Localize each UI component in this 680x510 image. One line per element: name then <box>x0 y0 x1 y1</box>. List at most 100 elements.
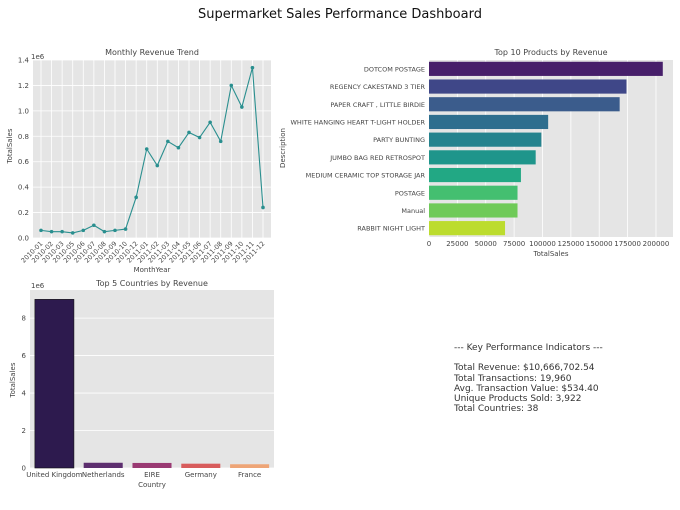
monthly-ytick-label: 0.0 <box>18 235 29 243</box>
product-bar <box>429 150 536 165</box>
monthly-xtick-label: 2011-07 <box>189 240 214 265</box>
countries-xlabel: Country <box>138 481 166 489</box>
monthly-data-point <box>261 205 265 210</box>
monthly-xtick-label: 2011-06 <box>178 240 203 265</box>
country-label: United Kingdom <box>26 471 82 479</box>
products-xtick-label: 175000 <box>614 240 641 248</box>
dashboard-title: Supermarket Sales Performance Dashboard <box>198 7 482 22</box>
monthly-ytick-label: 0.8 <box>18 133 29 141</box>
product-bar <box>429 221 506 236</box>
monthly-ytick-label: 0.6 <box>18 158 30 166</box>
country-bar <box>83 462 123 468</box>
monthly-data-point <box>39 228 43 233</box>
products-xlabel: TotalSales <box>533 250 569 258</box>
country-label: Germany <box>185 471 217 479</box>
countries-plot-area <box>30 290 274 468</box>
country-bar <box>34 299 75 469</box>
monthly-data-point <box>197 135 202 140</box>
products-plot-area <box>429 60 673 237</box>
monthly-xtick-label: 2011-10 <box>220 240 245 265</box>
countries-ytick-label: 8 <box>22 315 26 323</box>
product-label: RABBIT NIGHT LIGHT <box>357 225 425 233</box>
monthly-xtick-label: 2011-09 <box>210 240 235 265</box>
product-label: MEDIUM CERAMIC TOP STORAGE JAR <box>306 172 426 180</box>
monthly-data-point <box>155 163 160 168</box>
kpi-avg-transaction-value: Avg. Transaction Value: $534.40 <box>454 383 599 394</box>
product-label: PARTY BUNTING <box>373 136 425 144</box>
monthly-xtick-label: 2011-11 <box>231 240 256 265</box>
monthly-xtick-label: 2011-12 <box>242 240 267 265</box>
monthly-data-point <box>166 139 170 144</box>
monthly-xtick-label: 2010-07 <box>72 240 97 265</box>
monthly-data-point <box>92 223 96 228</box>
countries-offset-label: 1e6 <box>31 282 45 290</box>
monthly-xtick-label: 2010-05 <box>51 240 76 265</box>
products-xtick-label: 75000 <box>503 240 525 248</box>
monthly-data-point <box>70 231 75 235</box>
product-label: WHITE HANGING HEART T-LIGHT HOLDER <box>291 118 426 126</box>
products-xtick-label: 0 <box>427 240 431 248</box>
monthly-ytick-label: 0.2 <box>18 209 29 217</box>
monthly-data-point <box>102 229 107 234</box>
monthly-ytick-label: 1.2 <box>18 82 29 90</box>
kpi-total-transactions: Total Transactions: 19,960 <box>454 373 572 384</box>
countries-ylabel: TotalSales <box>9 362 17 398</box>
products-xtick-label: 100000 <box>529 240 556 248</box>
products-xtick-label: 125000 <box>557 240 584 248</box>
kpi-total-revenue: Total Revenue: $10,666,702.54 <box>454 363 595 374</box>
products-ylabel: Description <box>279 128 287 168</box>
country-bar <box>132 462 172 468</box>
monthly-xtick-label: 2011-03 <box>146 240 171 265</box>
monthly-xtick-label: 2010-12 <box>115 240 140 265</box>
monthly-xtick-label: 2010-01 <box>20 240 45 265</box>
kpi-heading: --- Key Performance Indicators --- <box>454 343 603 353</box>
country-label: France <box>238 471 261 479</box>
product-label: Manual <box>401 207 425 215</box>
monthly-data-point <box>218 139 223 144</box>
monthly-xtick-label: 2010-06 <box>62 240 87 265</box>
product-bar <box>429 79 627 94</box>
product-label: JUMBO BAG RED RETROSPOT <box>329 154 425 162</box>
monthly-xtick-label: 2011-02 <box>136 240 161 265</box>
monthly-data-point <box>176 145 181 150</box>
monthly-xtick-label: 2010-02 <box>30 240 55 265</box>
country-bar <box>181 463 221 468</box>
product-bar <box>429 132 542 147</box>
monthly-data-point <box>208 120 212 125</box>
kpi-total-countries: Total Countries: 38 <box>454 404 539 415</box>
monthly-xlabel: MonthYear <box>134 266 171 274</box>
monthly-data-point <box>123 227 128 231</box>
monthly-data-point <box>187 130 191 135</box>
product-label: PAPER CRAFT , LITTLE BIRDIE <box>330 101 425 109</box>
countries-ytick-label: 6 <box>22 352 27 360</box>
product-bar <box>429 114 549 130</box>
monthly-xtick-label: 2011-08 <box>199 240 224 265</box>
kpi-panel: --- Key Performance Indicators --- Total… <box>454 343 603 415</box>
products-xtick-label: 150000 <box>586 240 613 248</box>
monthly-revenue-line <box>40 67 264 234</box>
monthly-xtick-label: 2011-05 <box>168 240 193 265</box>
monthly-xtick-label: 2011-04 <box>157 240 182 265</box>
monthly-data-point <box>81 228 86 233</box>
product-bar <box>429 167 521 183</box>
product-label: DOTCOM POSTAGE <box>364 65 425 73</box>
monthly-offset-label: 1e6 <box>31 53 45 61</box>
monthly-xtick-label: 2011-01 <box>125 240 150 265</box>
monthly-data-point <box>60 229 64 234</box>
monthly-ytick-label: 1.4 <box>18 57 30 65</box>
product-bar <box>429 61 663 76</box>
monthly-ytick-label: 0.4 <box>18 184 30 192</box>
country-label: EIRE <box>144 471 160 479</box>
monthly-xtick-label: 2010-09 <box>94 240 119 265</box>
products-xtick-label: 200000 <box>643 240 670 248</box>
monthly-ylabel: TotalSales <box>6 128 14 164</box>
product-label: REGENCY CAKESTAND 3 TIER <box>330 83 426 91</box>
monthly-xtick-label: 2010-08 <box>83 240 108 265</box>
monthly-ytick-label: 1.0 <box>18 107 29 115</box>
monthly-data-point <box>229 83 234 88</box>
kpi-unique-products: Unique Products Sold: 3,922 <box>454 394 582 405</box>
monthly-data-point <box>144 147 149 151</box>
